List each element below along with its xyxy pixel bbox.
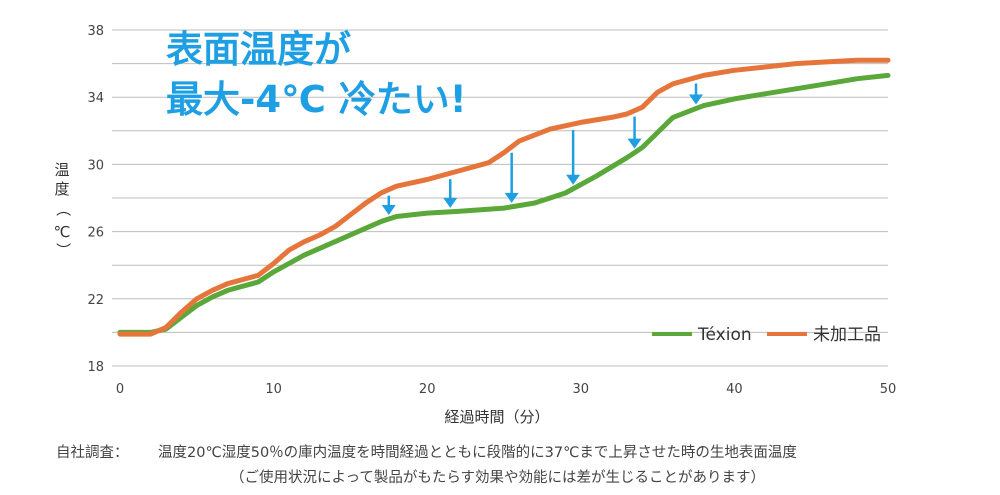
x-tick-label: 40 [726, 382, 743, 397]
difference-arrows [381, 83, 703, 215]
grid-lines [112, 29, 888, 367]
y-tick-label: 38 [87, 24, 104, 39]
y-tick-label: 18 [87, 360, 104, 375]
difference-arrow-head [504, 192, 519, 203]
x-tick-label: 50 [880, 382, 897, 397]
series-line-untreated [117, 57, 891, 337]
x-tick-label: 10 [265, 382, 282, 397]
y-tick-label: 22 [87, 293, 104, 308]
difference-arrow-head [689, 94, 703, 105]
difference-arrow-head [566, 174, 581, 185]
headline-line1: 表面温度が [166, 28, 351, 71]
difference-arrow-head [627, 138, 642, 149]
x-tick-label: 30 [573, 382, 590, 397]
temperature-chart: 18 22 26 30 34 38 0 10 20 30 40 50 表面温度が 最大-4℃ 冷たい… [54, 24, 897, 426]
y-axis-label-char: （ [54, 201, 72, 216]
y-axis-label-char: 温 [54, 161, 69, 179]
footnote-text: 温度20℃湿度50％の庫内温度を時間経過とともに段階的に37℃まで上昇させた時の… [158, 445, 797, 461]
legend: Téxion 未加工品 [652, 325, 881, 345]
series-line-texion [117, 72, 891, 335]
y-axis-label-char: ℃ [54, 223, 71, 241]
y-axis-label: 温 度 （ ℃ ） [54, 161, 72, 258]
y-tick-label: 34 [87, 91, 104, 106]
difference-arrow-head [381, 205, 396, 215]
series-lines [117, 57, 891, 337]
y-axis-label-char: 度 [54, 180, 69, 198]
footnote-disclaimer: （ご使用状況によって製品がもたらす効果や効能には差が生じることがあります） [230, 470, 766, 486]
difference-arrow-head [443, 197, 458, 208]
x-axis-label: 経過時間（分） [444, 408, 549, 426]
y-axis-label-char: ） [54, 242, 72, 257]
x-tick-labels: 0 10 20 30 40 50 [116, 382, 896, 397]
x-tick-label: 20 [419, 382, 436, 397]
legend-label-untreated: 未加工品 [813, 325, 881, 345]
x-tick-label: 0 [116, 382, 124, 397]
y-tick-label: 30 [87, 158, 104, 173]
headline-line2: 最大-4℃ 冷たい! [166, 78, 467, 121]
footnote-label: 自社調査： [56, 445, 129, 461]
y-tick-label: 26 [87, 226, 104, 241]
legend-label-texion: Téxion [697, 325, 752, 345]
y-tick-labels: 18 22 26 30 34 38 [87, 24, 104, 375]
